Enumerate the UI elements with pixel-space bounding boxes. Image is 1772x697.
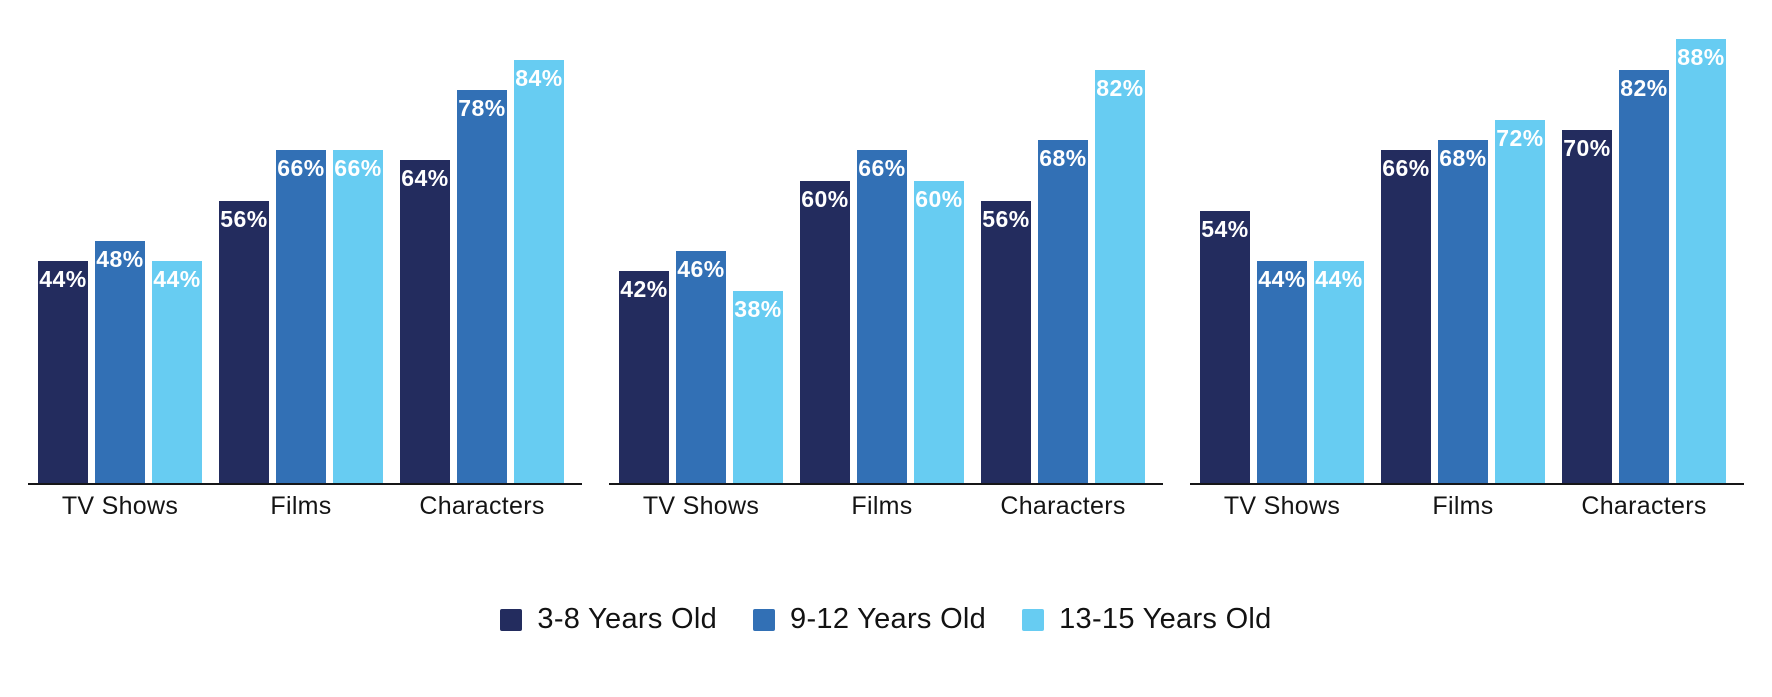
bar-value-label: 44%	[39, 266, 87, 292]
bar-value-label: 88%	[1677, 44, 1725, 70]
legend-swatch-9-12-years-old	[753, 608, 776, 631]
category-label-films: Films	[851, 492, 913, 520]
bar-group-characters: 64% 78% 84%	[400, 60, 564, 483]
legend-item-13-15-years-old: 13-15 Years Old	[1022, 603, 1271, 636]
bar-value-label: 66%	[1382, 155, 1430, 181]
bar-tv-shows-9-12-years-old: 44%	[1257, 261, 1307, 483]
bar-group-tv-shows: 42% 46% 38%	[619, 251, 783, 483]
category-labels-2: TV Shows Films Characters	[609, 485, 1163, 521]
bar-tv-shows-13-15-years-old: 38%	[733, 291, 783, 483]
bar-characters-9-12-years-old: 78%	[457, 90, 507, 483]
bar-films-13-15-years-old: 60%	[914, 181, 964, 483]
bar-group-films: 66% 68% 72%	[1381, 120, 1545, 483]
bar-group-tv-shows: 44% 48% 44%	[38, 241, 202, 483]
bar-value-label: 82%	[1096, 75, 1144, 101]
bar-tv-shows-3-8-years-old: 44%	[38, 261, 88, 483]
bar-films-9-12-years-old: 66%	[857, 150, 907, 483]
bar-value-label: 42%	[620, 276, 668, 302]
charts-row: 44% 48% 44% 56% 66% 66% 64% 78% 84% TV Shows Films…	[28, 38, 1744, 521]
bar-group-characters: 70% 82% 88%	[1562, 39, 1726, 483]
category-labels-1: TV Shows Films Characters	[28, 485, 582, 521]
legend-item-9-12-years-old: 9-12 Years Old	[753, 603, 986, 636]
category-labels-3: TV Shows Films Characters	[1190, 485, 1744, 521]
grouped-bar-chart-1: 44% 48% 44% 56% 66% 66% 64% 78% 84% TV Shows Films…	[28, 38, 582, 521]
plot-area-3: 54% 44% 44% 66% 68% 72% 70% 82% 88%	[1190, 38, 1744, 485]
bar-films-13-15-years-old: 66%	[333, 150, 383, 483]
bar-value-label: 66%	[277, 155, 325, 181]
bar-characters-13-15-years-old: 82%	[1095, 70, 1145, 483]
bar-value-label: 48%	[96, 246, 144, 272]
bar-value-label: 84%	[515, 65, 563, 91]
category-label-tv-shows: TV Shows	[1223, 492, 1341, 520]
bar-value-label: 78%	[458, 95, 506, 121]
bar-tv-shows-13-15-years-old: 44%	[1314, 261, 1364, 483]
category-label-characters: Characters	[419, 492, 545, 520]
bar-value-label: 66%	[858, 155, 906, 181]
bar-value-label: 60%	[801, 186, 849, 212]
grouped-bar-chart-3: 54% 44% 44% 66% 68% 72% 70% 82% 88% TV Shows Films…	[1190, 38, 1744, 521]
bar-films-3-8-years-old: 60%	[800, 181, 850, 483]
bar-characters-13-15-years-old: 84%	[514, 60, 564, 483]
legend-label-13-15-years-old: 13-15 Years Old	[1059, 603, 1272, 635]
plot-area-1: 44% 48% 44% 56% 66% 66% 64% 78% 84%	[28, 38, 582, 485]
bar-value-label: 72%	[1496, 125, 1544, 151]
bar-value-label: 44%	[1315, 266, 1363, 292]
legend-label-9-12-years-old: 9-12 Years Old	[790, 603, 987, 635]
bar-characters-9-12-years-old: 68%	[1038, 140, 1088, 483]
plot-area-2: 42% 46% 38% 60% 66% 60% 56% 68% 82%	[609, 38, 1163, 485]
legend-swatch-13-15-years-old	[1022, 608, 1045, 631]
bar-characters-3-8-years-old: 64%	[400, 160, 450, 483]
bar-value-label: 44%	[153, 266, 201, 292]
bar-value-label: 46%	[677, 256, 725, 282]
grouped-bar-chart-2: 42% 46% 38% 60% 66% 60% 56% 68% 82% TV Shows Films…	[609, 38, 1163, 521]
bar-value-label: 68%	[1039, 145, 1087, 171]
bar-value-label: 56%	[982, 206, 1030, 232]
bar-films-3-8-years-old: 56%	[219, 201, 269, 483]
bar-group-characters: 56% 68% 82%	[981, 70, 1145, 483]
bar-value-label: 56%	[220, 206, 268, 232]
bar-films-13-15-years-old: 72%	[1495, 120, 1545, 483]
category-label-films: Films	[1432, 492, 1494, 520]
bar-value-label: 60%	[915, 186, 963, 212]
bar-characters-3-8-years-old: 70%	[1562, 130, 1612, 483]
bar-value-label: 38%	[734, 296, 782, 322]
bar-tv-shows-9-12-years-old: 48%	[95, 241, 145, 483]
category-label-characters: Characters	[1581, 492, 1707, 520]
bar-group-films: 60% 66% 60%	[800, 150, 964, 483]
bar-tv-shows-3-8-years-old: 54%	[1200, 211, 1250, 483]
bar-value-label: 70%	[1563, 135, 1611, 161]
bar-films-3-8-years-old: 66%	[1381, 150, 1431, 483]
bar-characters-9-12-years-old: 82%	[1619, 70, 1669, 483]
bar-value-label: 68%	[1439, 145, 1487, 171]
bar-value-label: 44%	[1258, 266, 1306, 292]
bar-characters-3-8-years-old: 56%	[981, 201, 1031, 483]
bar-value-label: 64%	[401, 165, 449, 191]
legend-label-3-8-years-old: 3-8 Years Old	[537, 603, 718, 635]
category-label-films: Films	[270, 492, 332, 520]
bar-group-tv-shows: 54% 44% 44%	[1200, 211, 1364, 483]
bar-value-label: 66%	[334, 155, 382, 181]
bar-value-label: 82%	[1620, 75, 1668, 101]
category-label-characters: Characters	[1000, 492, 1126, 520]
chart-legend: 3-8 Years Old 9-12 Years Old 13-15 Years O…	[0, 603, 1772, 636]
category-label-tv-shows: TV Shows	[61, 492, 179, 520]
legend-swatch-3-8-years-old	[500, 608, 523, 631]
bar-tv-shows-3-8-years-old: 42%	[619, 271, 669, 483]
bar-tv-shows-9-12-years-old: 46%	[676, 251, 726, 483]
bar-films-9-12-years-old: 66%	[276, 150, 326, 483]
legend-item-3-8-years-old: 3-8 Years Old	[500, 603, 717, 636]
bar-characters-13-15-years-old: 88%	[1676, 39, 1726, 483]
bar-group-films: 56% 66% 66%	[219, 150, 383, 483]
bar-value-label: 54%	[1201, 216, 1249, 242]
bar-tv-shows-13-15-years-old: 44%	[152, 261, 202, 483]
category-label-tv-shows: TV Shows	[642, 492, 760, 520]
bar-films-9-12-years-old: 68%	[1438, 140, 1488, 483]
